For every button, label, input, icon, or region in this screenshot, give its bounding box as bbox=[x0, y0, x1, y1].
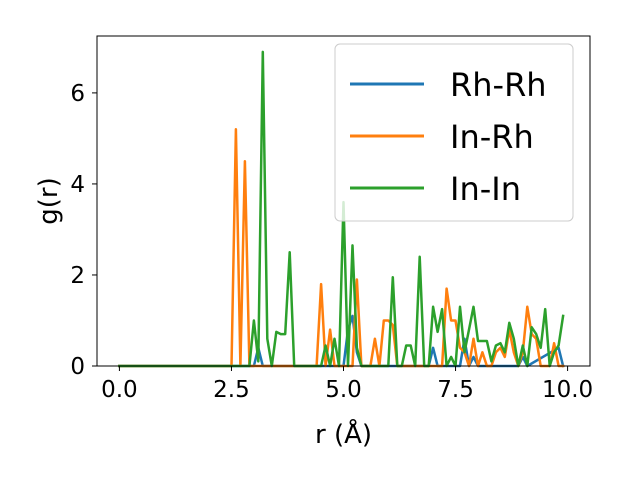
y-tick-label: 4 bbox=[70, 172, 85, 198]
legend-label-in-rh: In-Rh bbox=[450, 118, 534, 156]
legend-label-rh-rh: Rh-Rh bbox=[450, 66, 547, 104]
x-tick-label: 2.5 bbox=[213, 377, 250, 403]
x-tick-label: 7.5 bbox=[437, 377, 474, 403]
legend-label-in-in: In-In bbox=[450, 170, 521, 208]
y-axis-label: g(r) bbox=[34, 177, 64, 224]
legend: Rh-Rh In-Rh In-In bbox=[334, 43, 574, 222]
series-line-in-in bbox=[118, 50, 565, 368]
y-tick-label: 2 bbox=[70, 263, 85, 289]
x-axis-label: r (Å) bbox=[315, 418, 372, 450]
legend-box bbox=[334, 43, 574, 222]
x-tick-label: 10.0 bbox=[542, 377, 593, 403]
y-tick-label: 0 bbox=[70, 354, 85, 380]
y-tick-label: 6 bbox=[70, 81, 85, 107]
x-axis-ticks: 0.0 2.5 5.0 7.5 10.0 bbox=[101, 366, 593, 403]
x-tick-label: 5.0 bbox=[325, 377, 362, 403]
y-axis-ticks: 0 2 4 6 bbox=[70, 81, 97, 380]
x-tick-label: 0.0 bbox=[101, 377, 138, 403]
